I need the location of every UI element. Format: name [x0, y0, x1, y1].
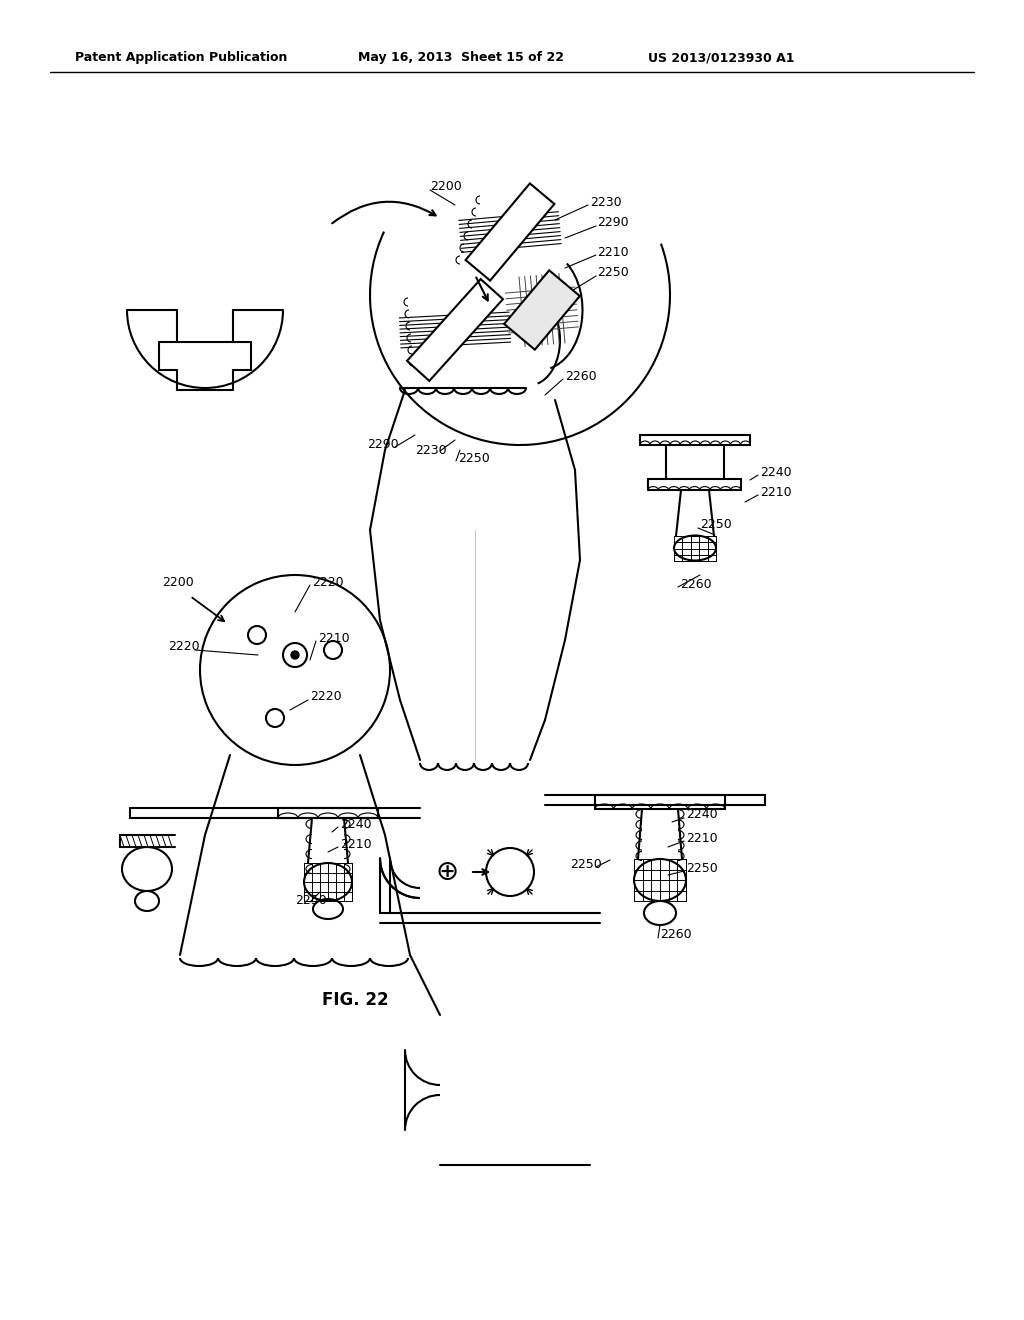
Text: 2290: 2290 [597, 216, 629, 230]
Text: 2250: 2250 [597, 267, 629, 280]
Text: 2260: 2260 [565, 370, 597, 383]
Text: 2250: 2250 [570, 858, 602, 871]
Text: 2230: 2230 [590, 195, 622, 209]
Text: 2200: 2200 [430, 181, 462, 194]
Circle shape [324, 642, 342, 659]
Polygon shape [466, 183, 554, 281]
Text: 2260: 2260 [680, 578, 712, 591]
Text: 2210: 2210 [686, 832, 718, 845]
Text: 2210: 2210 [318, 631, 349, 644]
Text: 2240: 2240 [340, 817, 372, 830]
Text: 2210: 2210 [340, 837, 372, 850]
Text: 2250: 2250 [700, 519, 732, 532]
Text: May 16, 2013  Sheet 15 of 22: May 16, 2013 Sheet 15 of 22 [358, 51, 564, 65]
Text: 2210: 2210 [760, 486, 792, 499]
Circle shape [266, 709, 284, 727]
Text: FIG. 22: FIG. 22 [322, 991, 388, 1008]
Text: 2240: 2240 [686, 808, 718, 821]
Circle shape [248, 626, 266, 644]
Polygon shape [504, 271, 580, 350]
Text: 2200: 2200 [162, 577, 194, 590]
Text: 2210: 2210 [597, 246, 629, 259]
Text: 2250: 2250 [295, 894, 327, 907]
Text: 2240: 2240 [760, 466, 792, 479]
Text: 2260: 2260 [660, 928, 691, 941]
Circle shape [291, 651, 299, 659]
Text: 2220: 2220 [168, 640, 200, 653]
Text: 2250: 2250 [686, 862, 718, 874]
Text: 2250: 2250 [458, 451, 489, 465]
Text: 2290: 2290 [367, 438, 398, 451]
Text: 2230: 2230 [415, 445, 446, 458]
Text: ⊕: ⊕ [435, 858, 459, 886]
Text: US 2013/0123930 A1: US 2013/0123930 A1 [648, 51, 795, 65]
Text: Patent Application Publication: Patent Application Publication [75, 51, 288, 65]
Polygon shape [408, 279, 503, 381]
Text: 2220: 2220 [312, 576, 344, 589]
Text: 2220: 2220 [310, 690, 342, 704]
